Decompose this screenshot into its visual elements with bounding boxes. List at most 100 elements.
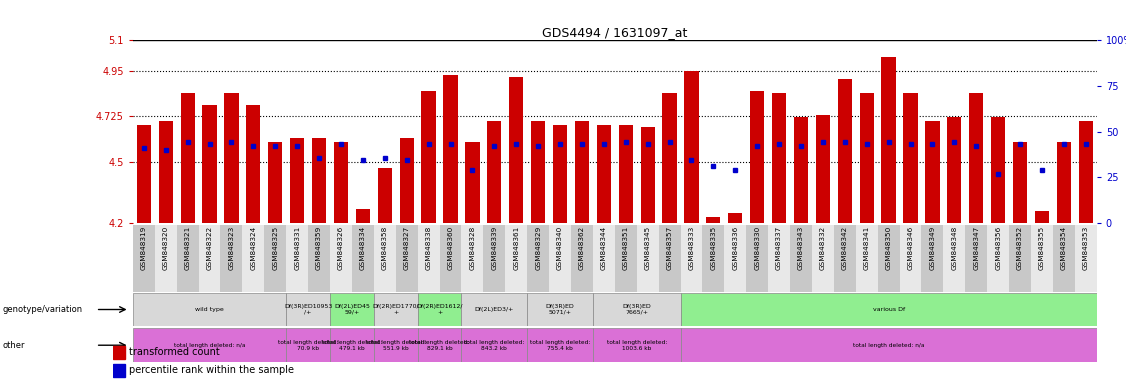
- Bar: [772, 93, 786, 223]
- Bar: [768, 225, 790, 292]
- Bar: [662, 93, 677, 223]
- Text: GSM848319: GSM848319: [141, 226, 146, 270]
- Bar: [418, 328, 462, 362]
- Bar: [549, 225, 571, 292]
- Text: GSM848348: GSM848348: [951, 226, 957, 270]
- Text: transformed count: transformed count: [129, 347, 221, 357]
- Text: various Df: various Df: [873, 307, 904, 312]
- Bar: [680, 293, 1097, 326]
- Text: GSM848329: GSM848329: [535, 226, 542, 270]
- Bar: [680, 328, 1097, 362]
- Text: other: other: [2, 341, 25, 350]
- Bar: [462, 293, 527, 326]
- Bar: [750, 91, 765, 223]
- Bar: [268, 142, 283, 223]
- Bar: [969, 93, 983, 223]
- Bar: [527, 328, 593, 362]
- Bar: [247, 105, 260, 223]
- Bar: [113, 364, 125, 377]
- Bar: [374, 328, 418, 362]
- Text: GSM848326: GSM848326: [338, 226, 343, 270]
- Text: Df(2R)ED1770/
+: Df(2R)ED1770/ +: [373, 304, 419, 315]
- Bar: [527, 225, 549, 292]
- Bar: [439, 225, 462, 292]
- Bar: [597, 126, 611, 223]
- Bar: [729, 213, 742, 223]
- Bar: [309, 225, 330, 292]
- Text: GSM848344: GSM848344: [601, 226, 607, 270]
- Text: GSM848327: GSM848327: [404, 226, 410, 270]
- Text: GSM848335: GSM848335: [711, 226, 716, 270]
- Bar: [1079, 121, 1093, 223]
- Bar: [1053, 225, 1075, 292]
- Bar: [877, 225, 900, 292]
- Bar: [180, 93, 195, 223]
- Bar: [177, 225, 198, 292]
- Text: GSM848351: GSM848351: [623, 226, 628, 270]
- Text: GSM848321: GSM848321: [185, 226, 190, 270]
- Text: GSM848338: GSM848338: [426, 226, 431, 270]
- Text: Df(2L)ED3/+: Df(2L)ED3/+: [475, 307, 513, 312]
- Bar: [374, 225, 395, 292]
- Bar: [553, 126, 568, 223]
- Text: total length deleted: n/a: total length deleted: n/a: [852, 343, 924, 348]
- Bar: [812, 225, 834, 292]
- Bar: [465, 142, 480, 223]
- Text: GSM848334: GSM848334: [360, 226, 366, 270]
- Text: GSM848347: GSM848347: [973, 226, 980, 270]
- Text: GSM848345: GSM848345: [645, 226, 651, 270]
- Bar: [593, 328, 680, 362]
- Text: GSM848332: GSM848332: [820, 226, 825, 270]
- Bar: [574, 121, 589, 223]
- Bar: [794, 118, 808, 223]
- Title: GDS4494 / 1631097_at: GDS4494 / 1631097_at: [542, 26, 688, 39]
- Bar: [636, 225, 659, 292]
- Bar: [462, 225, 483, 292]
- Text: GSM848324: GSM848324: [250, 226, 257, 270]
- Bar: [641, 127, 655, 223]
- Text: Df(3R)ED10953
/+: Df(3R)ED10953 /+: [284, 304, 332, 315]
- Text: percentile rank within the sample: percentile rank within the sample: [129, 365, 295, 375]
- Bar: [224, 93, 239, 223]
- Bar: [724, 225, 747, 292]
- Bar: [838, 79, 852, 223]
- Bar: [593, 293, 680, 326]
- Bar: [1075, 225, 1097, 292]
- Bar: [706, 217, 721, 223]
- Bar: [659, 225, 680, 292]
- Bar: [856, 225, 877, 292]
- Bar: [418, 225, 439, 292]
- Text: GSM848342: GSM848342: [842, 226, 848, 270]
- Text: GSM848322: GSM848322: [206, 226, 213, 270]
- Bar: [859, 93, 874, 223]
- Bar: [1013, 142, 1027, 223]
- Bar: [531, 121, 545, 223]
- Bar: [680, 225, 703, 292]
- Text: GSM848357: GSM848357: [667, 226, 672, 270]
- Bar: [159, 121, 173, 223]
- Bar: [593, 225, 615, 292]
- Text: total length deleted:
70.9 kb: total length deleted: 70.9 kb: [278, 340, 338, 351]
- Bar: [444, 75, 457, 223]
- Bar: [154, 225, 177, 292]
- Text: GSM848349: GSM848349: [929, 226, 936, 270]
- Text: genotype/variation: genotype/variation: [2, 305, 82, 314]
- Text: GSM848340: GSM848340: [557, 226, 563, 270]
- Text: GSM848360: GSM848360: [447, 226, 454, 270]
- Bar: [356, 209, 370, 223]
- Bar: [900, 225, 921, 292]
- Bar: [330, 328, 374, 362]
- Text: GSM848350: GSM848350: [886, 226, 892, 270]
- Bar: [1056, 142, 1071, 223]
- Bar: [333, 142, 348, 223]
- Text: GSM848325: GSM848325: [272, 226, 278, 270]
- Bar: [571, 225, 593, 292]
- Bar: [991, 118, 1006, 223]
- Bar: [198, 225, 221, 292]
- Bar: [265, 225, 286, 292]
- Bar: [615, 225, 636, 292]
- Text: total length deleted:
551.9 kb: total length deleted: 551.9 kb: [366, 340, 426, 351]
- Bar: [815, 115, 830, 223]
- Text: GSM848336: GSM848336: [732, 226, 739, 270]
- Bar: [703, 225, 724, 292]
